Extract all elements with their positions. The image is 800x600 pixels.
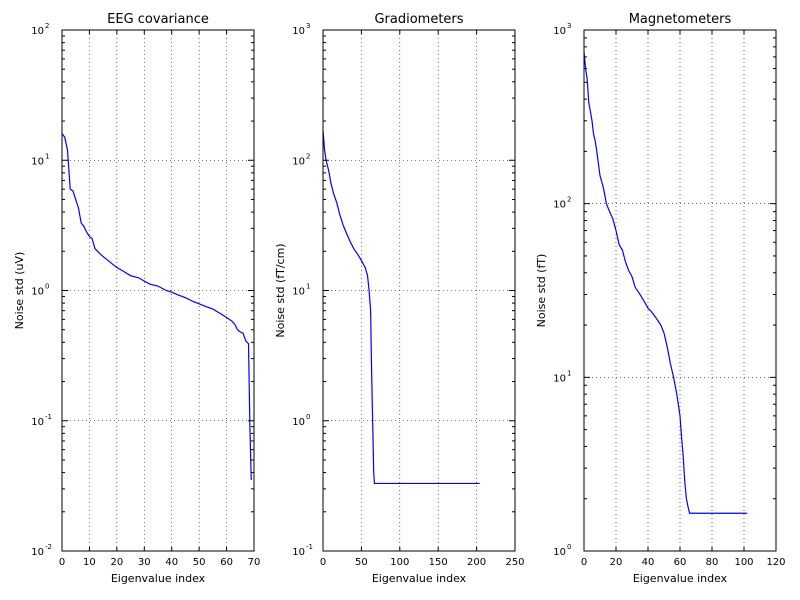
y-tick-label: 10 — [553, 547, 566, 558]
y-tick-label: 10 — [553, 200, 566, 211]
y-tick-exponent: -1 — [306, 543, 313, 551]
y-tick-exponent: 3 — [567, 22, 571, 30]
y-axis-label: Noise std (fT) — [535, 254, 548, 328]
series-line-0 — [61, 133, 252, 481]
y-tick-exponent: 1 — [45, 152, 49, 160]
x-axis-label: Eigenvalue index — [372, 572, 467, 585]
y-tick-label: 10 — [292, 417, 305, 428]
y-tick-label: 10 — [31, 287, 44, 298]
y-tick-label: 10 — [31, 417, 44, 428]
y-tick-label: 10 — [31, 26, 44, 37]
y-tick-exponent: 2 — [306, 152, 310, 160]
y-tick-exponent: 3 — [306, 22, 310, 30]
x-tick-label: 200 — [467, 557, 486, 568]
x-tick-label: 50 — [193, 557, 206, 568]
x-tick-label: 0 — [320, 557, 326, 568]
x-tick-label: 10 — [83, 557, 96, 568]
y-tick-exponent: -2 — [45, 543, 52, 551]
y-axis-label: Noise std (uV) — [13, 252, 26, 330]
y-tick-label: 10 — [553, 26, 566, 37]
chart-title: EEG covariance — [107, 12, 209, 27]
x-tick-label: 150 — [429, 557, 448, 568]
y-tick-label: 10 — [31, 156, 44, 167]
x-axis-label: Eigenvalue index — [111, 572, 206, 585]
y-tick-exponent: 0 — [306, 413, 310, 421]
x-tick-label: 20 — [610, 557, 623, 568]
y-tick-label: 10 — [292, 26, 305, 37]
y-tick-label: 10 — [31, 547, 44, 558]
x-tick-label: 120 — [766, 557, 785, 568]
x-tick-label: 70 — [248, 557, 261, 568]
x-tick-label: 0 — [59, 557, 65, 568]
x-tick-label: 80 — [706, 557, 719, 568]
series-line-0 — [322, 130, 480, 485]
x-tick-label: 40 — [165, 557, 178, 568]
x-tick-label: 60 — [674, 557, 687, 568]
y-axis-label: Noise std (fT/cm) — [274, 243, 287, 337]
chart-title: Magnetometers — [629, 12, 732, 27]
y-tick-exponent: 1 — [567, 369, 571, 377]
y-tick-exponent: 0 — [45, 283, 49, 291]
y-tick-exponent: 2 — [45, 22, 49, 30]
y-tick-exponent: 2 — [567, 196, 571, 204]
y-tick-exponent: 1 — [306, 283, 310, 291]
x-tick-label: 50 — [355, 557, 368, 568]
x-tick-label: 250 — [505, 557, 524, 568]
x-tick-label: 30 — [138, 557, 151, 568]
x-tick-label: 20 — [110, 557, 123, 568]
series-line-0 — [583, 51, 748, 514]
y-tick-label: 10 — [553, 373, 566, 384]
x-tick-label: 60 — [220, 557, 233, 568]
y-tick-exponent: -1 — [45, 413, 52, 421]
y-tick-label: 10 — [292, 547, 305, 558]
x-axis-label: Eigenvalue index — [633, 572, 728, 585]
x-tick-label: 40 — [642, 557, 655, 568]
y-tick-exponent: 0 — [567, 543, 571, 551]
x-tick-label: 0 — [581, 557, 587, 568]
chart-title: Gradiometers — [374, 12, 463, 27]
y-tick-label: 10 — [292, 287, 305, 298]
x-tick-label: 100 — [734, 557, 753, 568]
x-tick-label: 100 — [390, 557, 409, 568]
y-tick-label: 10 — [292, 156, 305, 167]
